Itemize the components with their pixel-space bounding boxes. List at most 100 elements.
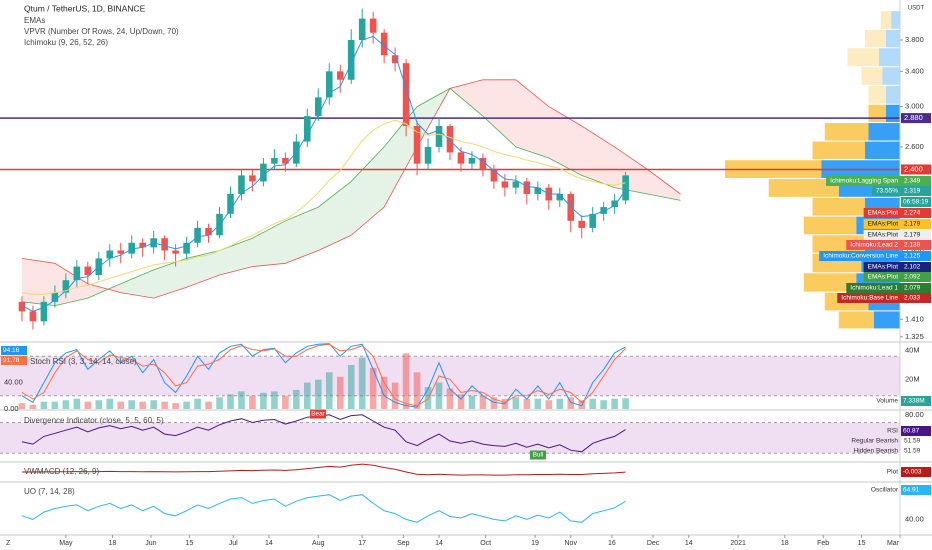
y-tick-label: 40.00 (4, 378, 23, 387)
price-label-bg (819, 251, 931, 261)
level-value: 51.59 (904, 438, 921, 445)
vpvr-down (803, 273, 857, 292)
x-tick-label: Sep (397, 540, 410, 547)
price-label-value: 2.179 (904, 232, 921, 239)
candle-body (304, 116, 311, 142)
x-tick-label: 14 (435, 540, 443, 547)
last-value: 94.16 (3, 347, 20, 354)
candle-body (490, 169, 498, 182)
volume-value: 7.338M (903, 398, 925, 405)
candle-body (29, 311, 37, 322)
cloud-segment (120, 269, 154, 299)
volume-bar (347, 365, 355, 409)
volume-bar (18, 403, 26, 409)
x-tick-label: 14 (685, 540, 693, 547)
candle-body (260, 163, 267, 182)
cloud-lead2 (21, 79, 681, 299)
legend-line: Ichimoku (9, 26, 52, 26) (24, 38, 108, 47)
candle-body (424, 146, 432, 164)
volume-bar (611, 398, 618, 409)
x-tick-label: Dec (647, 540, 660, 547)
volume-bar (556, 398, 564, 409)
last-value: 60.87 (903, 428, 920, 435)
volume-bar (227, 394, 234, 409)
cloud-segment (318, 181, 352, 251)
volume-bar (293, 389, 300, 409)
pane-title: UO (7, 14, 28) (24, 487, 75, 496)
x-tick-label: Mar (887, 540, 900, 547)
candle-body (413, 126, 421, 164)
price-label-bg (846, 240, 931, 250)
price-label-name: 73.55% (876, 188, 898, 195)
price-label-name: EMAs:Plot (868, 264, 899, 271)
volume-bar (479, 395, 487, 409)
vpvr-down (868, 85, 886, 104)
volume-bar (512, 397, 520, 409)
x-tick-label: 18 (109, 540, 117, 547)
volume-bar (468, 395, 476, 409)
candle-body (161, 238, 168, 251)
icon-z[interactable]: Z (6, 540, 11, 547)
cloud-segment (548, 106, 582, 176)
vpvr-down (803, 216, 857, 235)
price-label-value: 2.079 (904, 285, 921, 292)
candle-body (271, 157, 278, 164)
x-tick-label: 15 (185, 540, 193, 547)
vpvr-up (886, 29, 900, 48)
countdown-bg (901, 197, 931, 207)
price-label-bg (863, 208, 931, 218)
volume-bar (117, 401, 125, 409)
volume-bar (62, 400, 70, 409)
candle-body (578, 220, 585, 228)
price-label-name: EMAs:Plot (868, 232, 899, 239)
price-label-bg (871, 186, 931, 196)
candle-body (358, 18, 366, 41)
countdown: 06:58:19 (903, 199, 929, 206)
pane-title: VWMACD (12, 26, 9) (24, 467, 99, 476)
pane-title: Stoch RSI (3, 3, 14, 14, close) (30, 357, 137, 366)
volume-bar (325, 372, 333, 409)
price-label-name: Ichimoku:Lead 1 (850, 285, 898, 292)
volume-bar (40, 401, 48, 409)
candle-body (172, 250, 179, 254)
volume-bar (622, 398, 629, 409)
vpvr-up (873, 311, 900, 329)
vpvr-up (865, 141, 900, 160)
divergence-tag: Bear (311, 411, 326, 418)
candle-body (512, 181, 520, 188)
price-label-bg (863, 230, 931, 240)
ema-line (21, 35, 627, 312)
candle-body (18, 301, 26, 312)
price-label-value: 2.274 (904, 210, 921, 217)
indicator-panes (0, 343, 900, 523)
hline-label: 2.400 (904, 164, 923, 173)
candle-body (117, 250, 125, 254)
vpvr-down (865, 29, 886, 48)
candle-body (622, 175, 629, 201)
price-label-bg (826, 176, 931, 186)
volume-bar (51, 401, 59, 409)
price-label-name: Ichimoku:Base Line (841, 295, 898, 302)
volume-bar (600, 400, 607, 409)
volume-bar (216, 397, 223, 409)
level-name: Regular Bearish (851, 438, 898, 445)
candle-body (347, 40, 355, 80)
candle-body (315, 97, 322, 117)
vpvr-down (861, 67, 883, 85)
last-value-bg (901, 485, 931, 495)
price-label-value: 2.319 (904, 188, 921, 195)
vpvr-down (824, 123, 869, 141)
last-value: 64.91 (903, 487, 920, 494)
volume-name: Volume (876, 398, 898, 405)
indicator-line (21, 343, 626, 408)
divergence-tag-bg (530, 450, 546, 460)
price-label-bg (837, 293, 931, 303)
vpvr-down (812, 141, 865, 160)
price-label-value: 2.125 (904, 253, 921, 260)
volume-bar (260, 392, 267, 409)
price-label-value: 2.033 (904, 295, 921, 302)
volume-bar (369, 367, 377, 409)
candle-body (227, 193, 234, 214)
cloud-segment (482, 79, 516, 147)
